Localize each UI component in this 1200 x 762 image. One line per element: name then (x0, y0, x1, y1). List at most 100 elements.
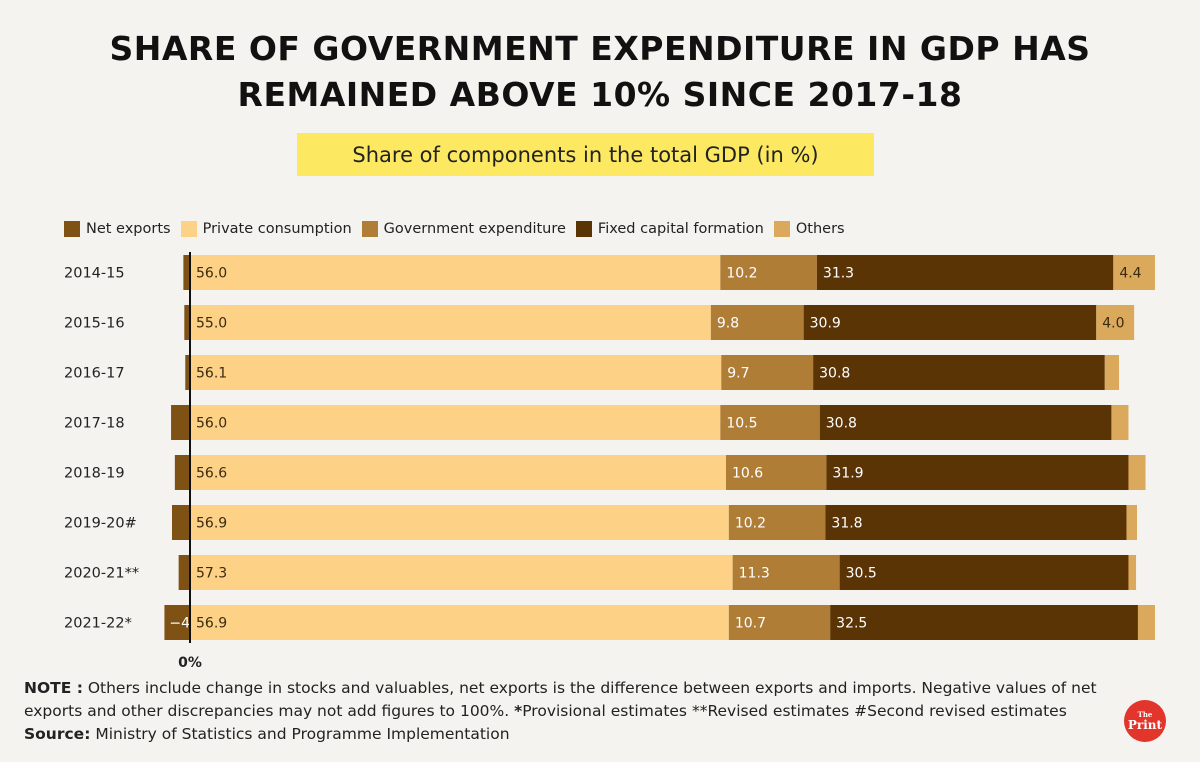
value-label-fixed-capital-formation-2014-15: 31.3 (823, 266, 854, 282)
value-label-fixed-capital-formation-2020-21: 30.5 (846, 566, 877, 582)
bar-private-consumption-2018-19 (190, 455, 727, 490)
note-provisional-mark: * (514, 702, 523, 720)
source-text: Ministry of Statistics and Programme Imp… (90, 725, 510, 743)
bar-others-2020-21 (1128, 555, 1137, 590)
bar-net-exports-2018-19 (174, 455, 190, 490)
chart-subtitle: Share of components in the total GDP (in… (297, 133, 874, 176)
note-paragraph: NOTE : Others include change in stocks a… (24, 677, 1144, 723)
bar-government-expenditure-2016-17 (721, 355, 814, 390)
category-label-2014-15: 2014-15 (64, 266, 125, 282)
value-label-government-expenditure-2016-17: 9.7 (727, 366, 749, 382)
value-label-private-consumption-2016-17: 56.1 (196, 366, 227, 382)
category-label-2018-19: 2018-19 (64, 466, 125, 482)
value-label-fixed-capital-formation-2019-20: 31.8 (831, 516, 862, 532)
bar-others-2015-16 (1096, 305, 1135, 340)
logo-the: The (1137, 710, 1153, 719)
bar-net-exports-2017-18 (171, 405, 190, 440)
value-label-fixed-capital-formation-2018-19: 31.9 (832, 466, 863, 482)
category-label-2019-20: 2019-20# (64, 516, 137, 532)
bar-net-exports-2014-15 (183, 255, 190, 290)
bar-private-consumption-2021-22 (190, 605, 729, 640)
value-label-private-consumption-2017-18: 56.0 (196, 416, 227, 432)
bar-net-exports-2016-17 (185, 355, 190, 390)
legend-swatch-government-expenditure (361, 221, 378, 237)
title-line-2: REMAINED ABOVE 10% SINCE 2017-18 (237, 75, 963, 114)
bar-private-consumption-2017-18 (190, 405, 721, 440)
bar-others-2019-20 (1126, 505, 1137, 540)
legend-item-private-consumption: Private consumption (180, 221, 352, 237)
legend-label-government-expenditure: Government expenditure (383, 221, 566, 237)
value-label-private-consumption-2018-19: 56.6 (196, 466, 227, 482)
bar-net-exports-2019-20 (172, 505, 190, 540)
bar-private-consumption-2016-17 (190, 355, 722, 390)
bar-others-2016-17 (1104, 355, 1120, 390)
chart-title: SHARE OF GOVERNMENT EXPENDITURE IN GDP H… (0, 26, 1200, 118)
title-line-1: SHARE OF GOVERNMENT EXPENDITURE IN GDP H… (109, 29, 1091, 68)
legend-swatch-net-exports (64, 221, 80, 237)
legend: Net exports Private consumption Governme… (64, 218, 855, 240)
value-label-government-expenditure-2018-19: 10.6 (732, 466, 763, 482)
legend-swatch-others (773, 221, 790, 237)
category-label-2021-22: 2021-22* (64, 616, 132, 632)
bar-government-expenditure-2021-22 (728, 605, 831, 640)
legend-item-fixed-capital-formation: Fixed capital formation (575, 221, 764, 237)
bar-fixed-capital-formation-2015-16 (803, 305, 1097, 340)
bar-net-exports-2015-16 (184, 305, 190, 340)
value-label-private-consumption-2019-20: 56.9 (196, 516, 227, 532)
bar-net-exports-2020-21 (178, 555, 190, 590)
legend-label-private-consumption: Private consumption (202, 221, 352, 237)
bar-others-2014-15 (1113, 255, 1155, 290)
note-revised-text: **Revised estimates #Second revised esti… (691, 702, 1067, 720)
bar-government-expenditure-2020-21 (732, 555, 840, 590)
legend-swatch-fixed-capital-formation (575, 221, 592, 237)
value-label-government-expenditure-2021-22: 10.7 (735, 616, 766, 632)
bar-fixed-capital-formation-2021-22 (830, 605, 1138, 640)
value-label-fixed-capital-formation-2017-18: 30.8 (826, 416, 857, 432)
bar-fixed-capital-formation-2014-15 (816, 255, 1114, 290)
value-label-others-2014-15: 4.4 (1119, 266, 1141, 282)
theprint-logo: The Print (1124, 700, 1166, 742)
legend-label-net-exports: Net exports (86, 221, 171, 237)
value-label-government-expenditure-2019-20: 10.2 (735, 516, 766, 532)
bar-private-consumption-2014-15 (190, 255, 721, 290)
bar-fixed-capital-formation-2017-18 (819, 405, 1112, 440)
legend-item-others: Others (773, 221, 845, 237)
bar-government-expenditure-2015-16 (710, 305, 804, 340)
legend-label-fixed-capital-formation: Fixed capital formation (597, 221, 764, 237)
bar-private-consumption-2019-20 (190, 505, 729, 540)
bar-government-expenditure-2017-18 (720, 405, 820, 440)
footnote: NOTE : Others include change in stocks a… (24, 677, 1144, 746)
value-label-government-expenditure-2015-16: 9.8 (717, 316, 739, 332)
source-label: Source: (24, 725, 91, 743)
value-label-private-consumption-2021-22: 56.9 (196, 616, 227, 632)
note-label: NOTE : (24, 679, 83, 697)
value-label-government-expenditure-2017-18: 10.5 (726, 416, 757, 432)
bar-others-2018-19 (1128, 455, 1146, 490)
bar-net-exports-2021-22 (164, 605, 190, 640)
bar-government-expenditure-2018-19 (726, 455, 827, 490)
value-label-private-consumption-2014-15: 56.0 (196, 266, 227, 282)
category-label-2015-16: 2015-16 (64, 316, 125, 332)
bar-private-consumption-2015-16 (190, 305, 711, 340)
bar-government-expenditure-2014-15 (720, 255, 817, 290)
source-line: Source: Ministry of Statistics and Progr… (24, 723, 1144, 746)
value-label-government-expenditure-2014-15: 10.2 (726, 266, 757, 282)
bar-others-2021-22 (1137, 605, 1155, 640)
category-label-2016-17: 2016-17 (64, 366, 125, 382)
category-label-2017-18: 2017-18 (64, 416, 125, 432)
bar-government-expenditure-2019-20 (728, 505, 826, 540)
value-label-private-consumption-2020-21: 57.3 (196, 566, 227, 582)
bar-fixed-capital-formation-2019-20 (825, 505, 1127, 540)
value-label-fixed-capital-formation-2021-22: 32.5 (836, 616, 867, 632)
legend-swatch-private-consumption (180, 221, 197, 237)
value-label-fixed-capital-formation-2015-16: 30.9 (810, 316, 841, 332)
value-label-government-expenditure-2020-21: 11.3 (739, 566, 770, 582)
bar-fixed-capital-formation-2016-17 (813, 355, 1105, 390)
legend-label-others: Others (795, 221, 845, 237)
value-label-private-consumption-2015-16: 55.0 (196, 316, 227, 332)
value-label-fixed-capital-formation-2016-17: 30.8 (819, 366, 850, 382)
category-label-2020-21: 2020-21** (64, 566, 139, 582)
note-provisional-text: Provisional estimates (522, 702, 692, 720)
legend-item-government-expenditure: Government expenditure (361, 221, 566, 237)
